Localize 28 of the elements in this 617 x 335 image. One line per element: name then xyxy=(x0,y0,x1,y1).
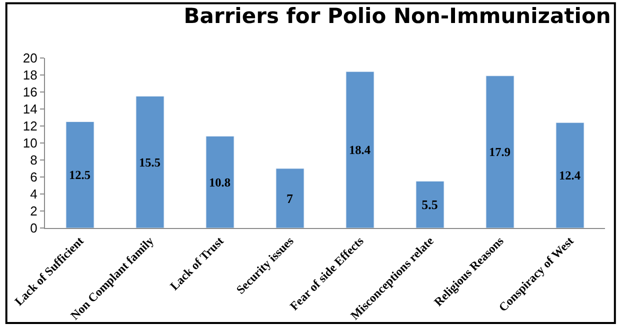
y-tick-label: 16 xyxy=(22,84,38,100)
bar xyxy=(556,122,584,228)
data-label: 15.5 xyxy=(139,155,161,170)
data-label: 5.5 xyxy=(422,197,438,212)
bar xyxy=(276,168,304,228)
y-tick-label: 6 xyxy=(30,170,38,185)
bar xyxy=(416,181,444,228)
bar xyxy=(136,96,164,228)
y-tick-label: 2 xyxy=(30,204,38,219)
data-label: 18.4 xyxy=(349,143,371,158)
bar xyxy=(206,136,234,228)
bar xyxy=(486,76,514,228)
y-tick-label: 14 xyxy=(22,102,38,117)
data-label: 17.9 xyxy=(489,145,511,160)
data-label: 10.8 xyxy=(209,175,231,190)
y-tick-label: 4 xyxy=(30,186,38,202)
y-tick-label: 18 xyxy=(22,68,38,83)
bar xyxy=(66,122,94,228)
y-tick-label: 20 xyxy=(22,50,38,66)
bar xyxy=(346,71,374,228)
data-label: 12.5 xyxy=(69,168,91,182)
data-label: 12.4 xyxy=(559,168,581,183)
y-tick-label: 12 xyxy=(22,118,38,134)
data-label: 7 xyxy=(286,190,294,206)
chart-title: Barriers for Polio Non-Immunization xyxy=(184,4,611,28)
y-tick-label: 0 xyxy=(30,220,38,236)
y-tick-label: 10 xyxy=(22,136,38,151)
y-tick-label: 8 xyxy=(30,152,38,168)
